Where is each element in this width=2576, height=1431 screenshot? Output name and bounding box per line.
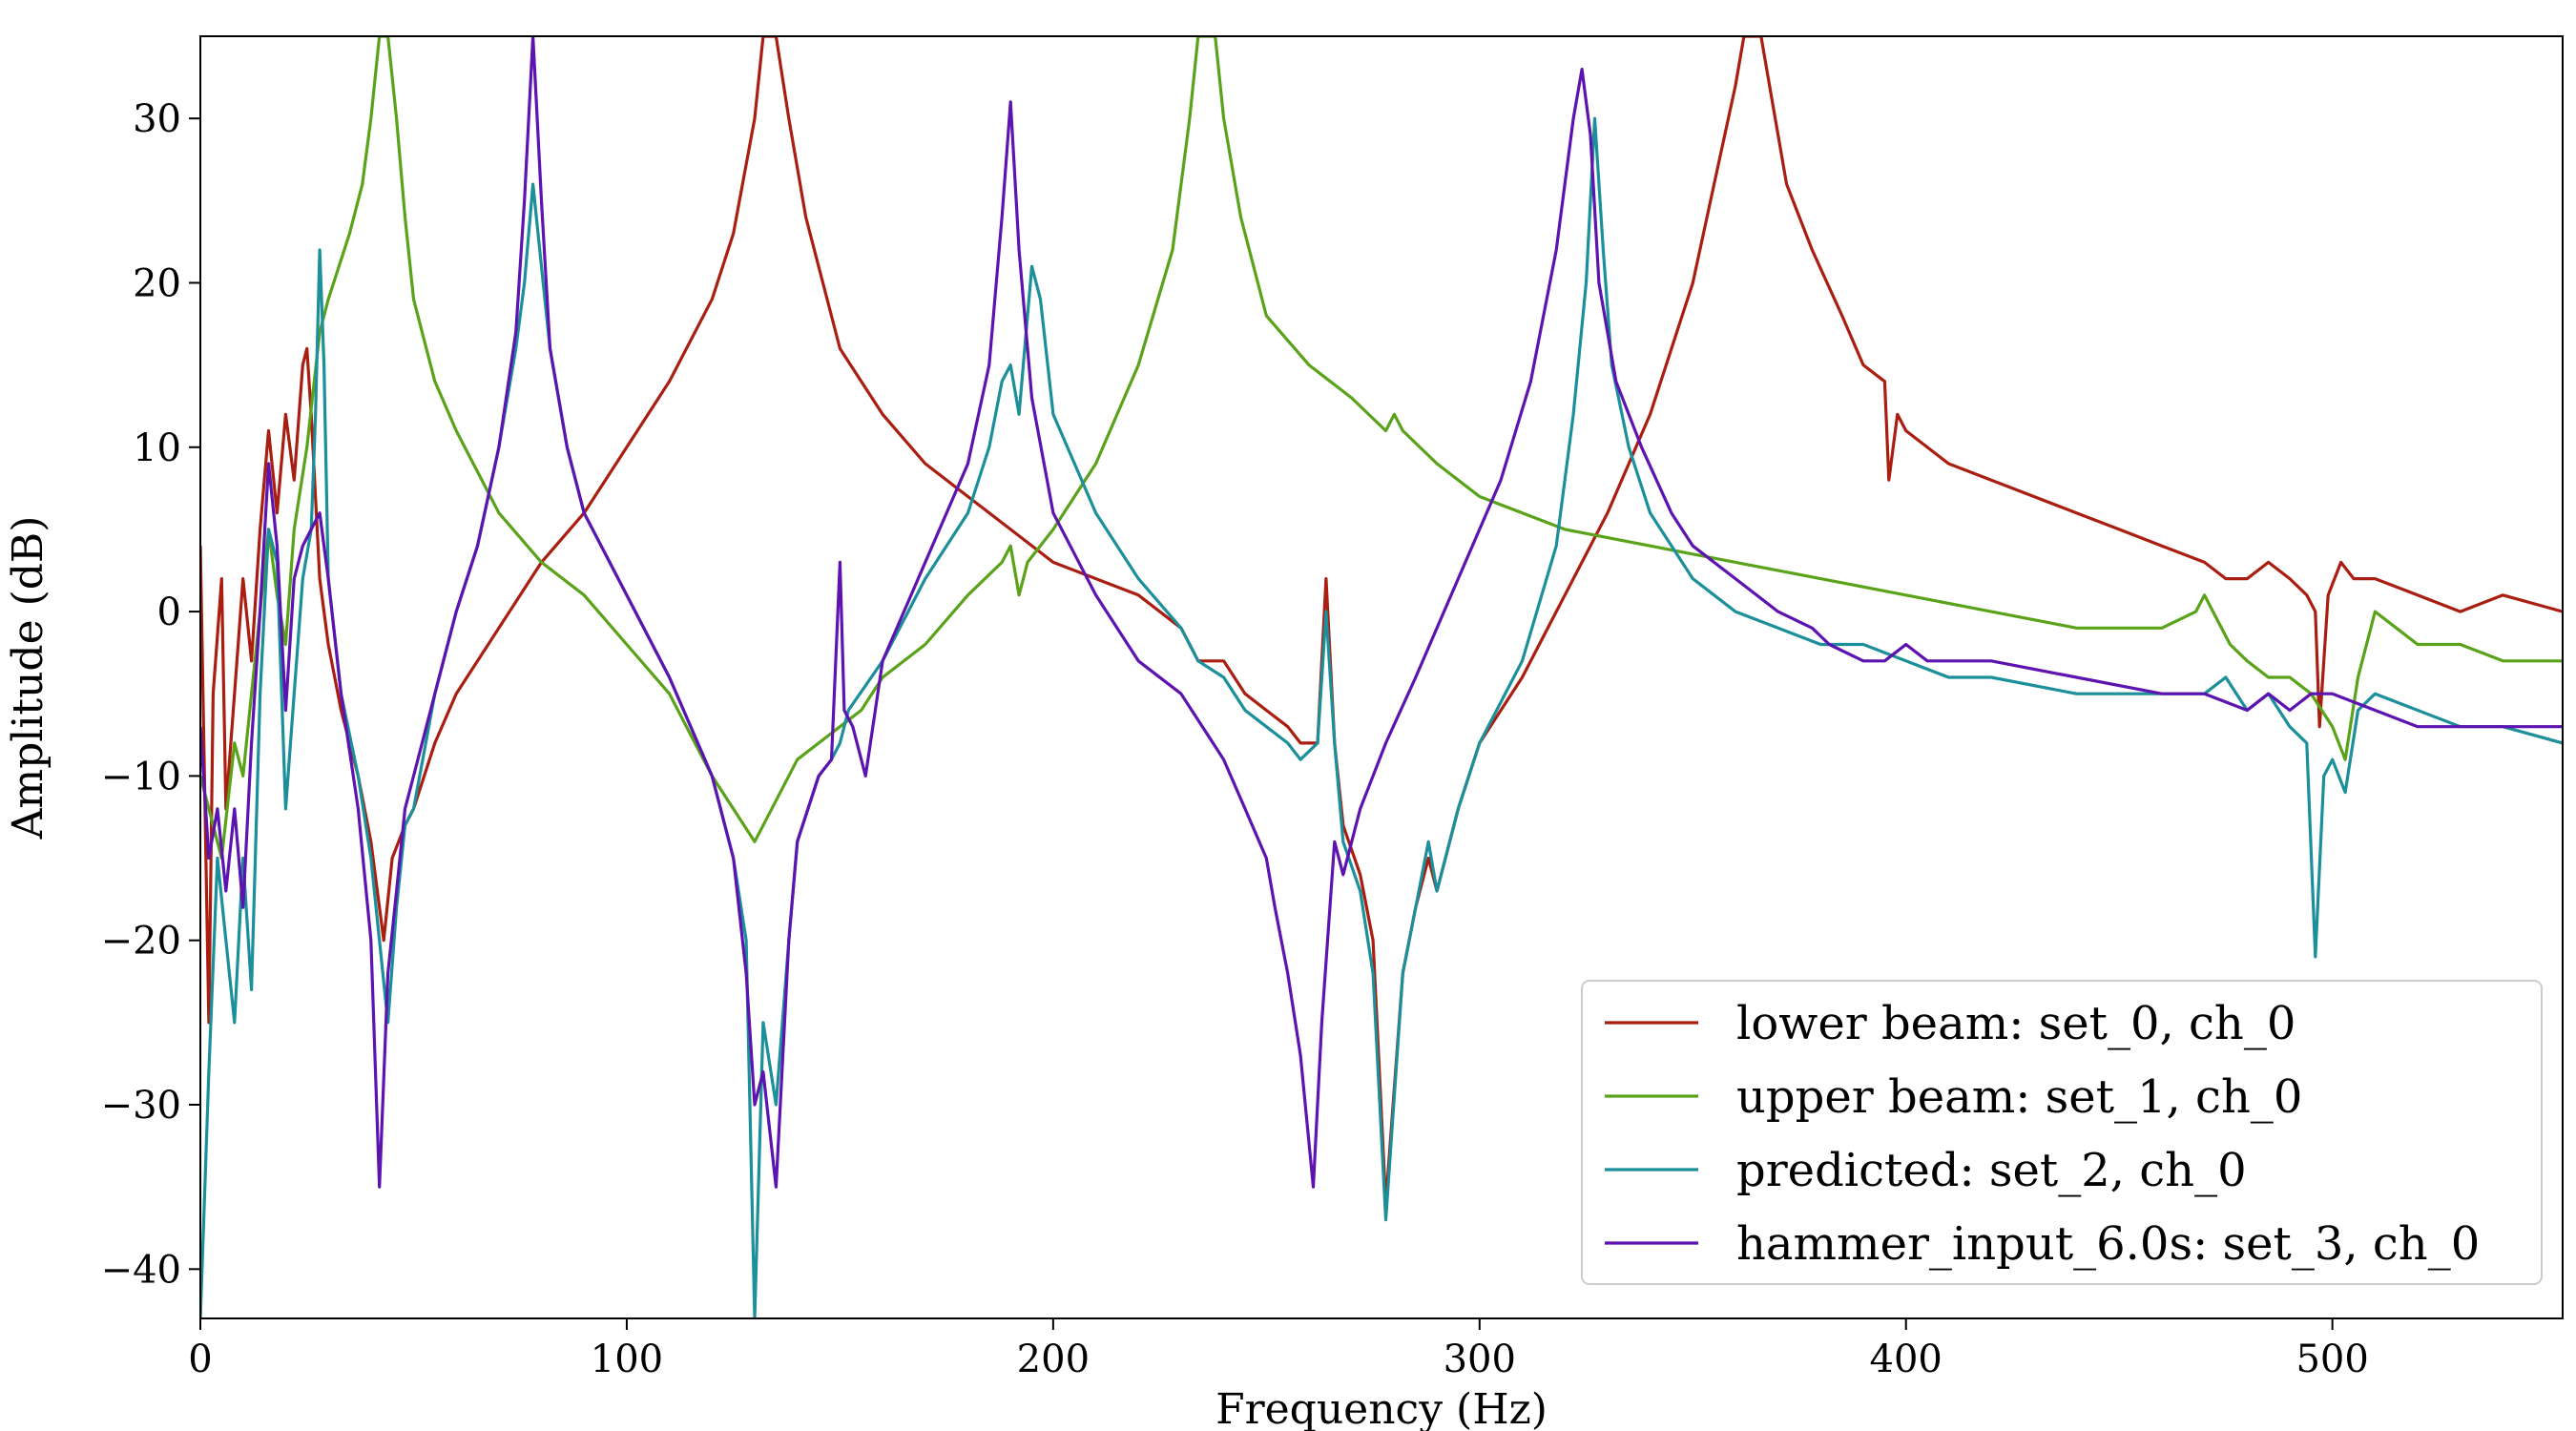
legend-label-1: lower beam: set_0, ch_0: [1736, 997, 2296, 1050]
series-line-3: [200, 116, 2563, 1318]
series-line-1: [200, 36, 2563, 1205]
series-line-4: [200, 36, 2563, 1189]
x-axis-ticks: 0 100 200 300 400 500: [188, 1318, 2369, 1381]
legend-label-3: predicted: set_2, ch_0: [1736, 1144, 2247, 1197]
legend-box: [1581, 980, 2543, 1285]
legend-label-2: upper beam: set_1, ch_0: [1736, 1070, 2302, 1124]
y-tick-label: −20: [101, 920, 181, 964]
x-tick-label: 100: [591, 1338, 663, 1381]
y-axis-ticks: −40 −30 −20 −10 0 10 20 30: [101, 97, 200, 1292]
x-axis-label: Frequency (Hz): [1215, 1385, 1548, 1431]
y-tick-label: 20: [133, 261, 181, 305]
y-tick-label: −40: [101, 1248, 181, 1292]
y-tick-label: 0: [157, 591, 181, 634]
y-axis-label: Amplitude (dB): [4, 516, 52, 840]
y-tick-label: −10: [101, 755, 181, 798]
x-tick-label: 300: [1444, 1338, 1516, 1381]
plot-frame: [199, 35, 2564, 1319]
legend-label-4: hammer_input_6.0s: set_3, ch_0: [1736, 1217, 2480, 1271]
y-tick-label: 10: [133, 426, 181, 470]
x-tick-label: 0: [188, 1338, 212, 1381]
series-layer: [200, 36, 2563, 1318]
series-line-2: [200, 36, 2563, 861]
x-tick-label: 400: [1870, 1338, 1942, 1381]
x-tick-label: 500: [2296, 1338, 2368, 1381]
y-tick-label: −30: [101, 1084, 181, 1128]
x-tick-label: 200: [1017, 1338, 1090, 1381]
y-tick-label: 30: [133, 97, 181, 141]
